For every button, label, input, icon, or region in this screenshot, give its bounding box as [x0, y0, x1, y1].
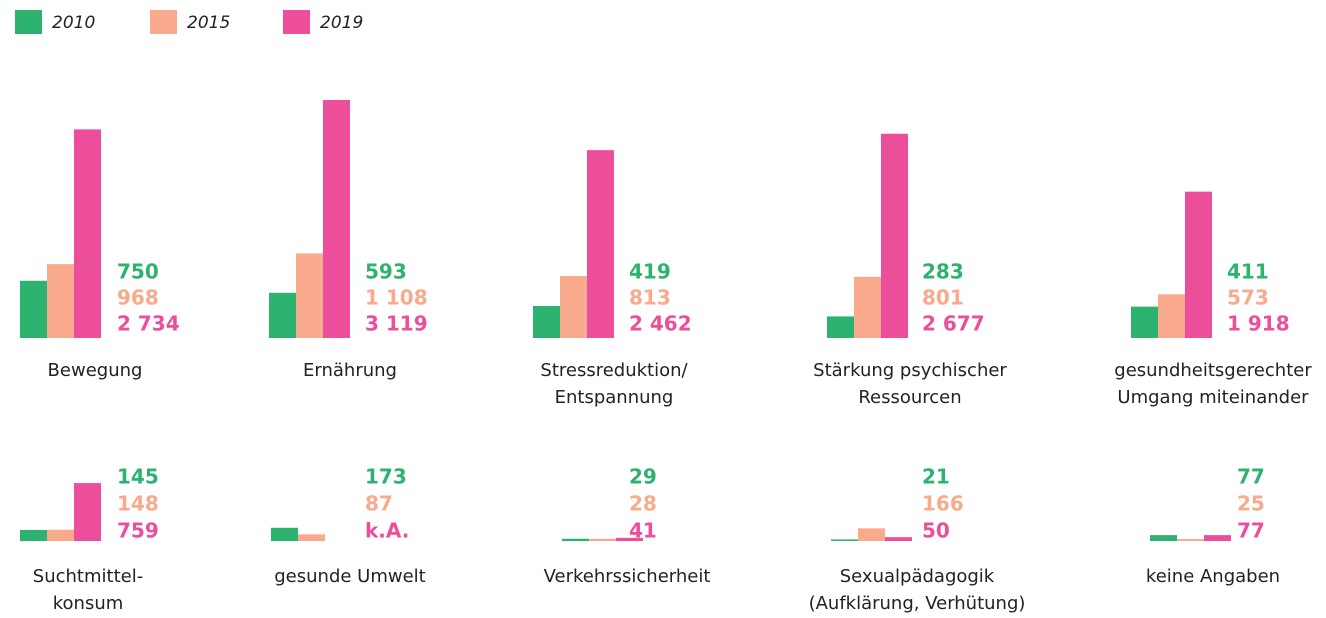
bar: [296, 253, 323, 338]
value-label: 750: [117, 260, 159, 284]
value-label: 166: [922, 492, 964, 516]
value-label: 283: [922, 260, 964, 284]
category-label: Ernährung: [303, 360, 397, 381]
bar: [74, 129, 101, 338]
value-label: 2 462: [629, 312, 692, 336]
value-label: 2 734: [117, 312, 180, 336]
category-label: gesunde Umwelt: [274, 566, 426, 587]
value-label: 419: [629, 260, 671, 284]
value-label: k.A.: [365, 519, 409, 543]
value-label: 573: [1227, 286, 1269, 310]
legend-label: 2015: [187, 13, 230, 33]
legend-swatch: [150, 10, 177, 34]
bar: [1177, 539, 1204, 541]
bar: [323, 100, 350, 339]
value-label: 50: [922, 519, 950, 543]
legend-swatch: [15, 10, 42, 34]
value-label: 173: [365, 465, 407, 489]
value-label: 801: [922, 286, 964, 310]
value-label: 87: [365, 492, 393, 516]
bar: [298, 534, 325, 541]
value-label: 21: [922, 465, 950, 489]
bar: [47, 529, 74, 541]
bar: [616, 537, 643, 541]
value-label: 1 108: [365, 286, 428, 310]
value-label: 28: [629, 492, 657, 516]
value-label: 29: [629, 465, 657, 489]
value-label: 813: [629, 286, 671, 310]
category-label: Bewegung: [47, 360, 143, 381]
bar: [858, 528, 885, 541]
bar: [589, 538, 616, 541]
value-label: 968: [117, 286, 159, 310]
legend-label: 2019: [320, 13, 363, 33]
bar: [20, 529, 47, 541]
bar: [1150, 535, 1177, 541]
bar: [20, 280, 47, 338]
bar: [881, 133, 908, 338]
value-label: 1 918: [1227, 312, 1290, 336]
bar: [562, 538, 589, 541]
category-label: Suchtmittel- konsum: [32, 566, 144, 614]
value-label: 411: [1227, 260, 1269, 284]
legend-swatch: [283, 10, 310, 34]
bar: [560, 275, 587, 338]
bar: [1185, 191, 1212, 338]
legend-label: 2010: [52, 13, 95, 33]
category-label: Verkehrssicherheit: [543, 566, 711, 587]
value-label: 759: [117, 519, 159, 543]
category-label: Sexualpädagogik (Aufklärung, Verhütung): [808, 566, 1026, 614]
bar: [1131, 306, 1158, 338]
bar: [827, 316, 854, 338]
value-label: 25: [1237, 492, 1265, 516]
bar: [47, 264, 74, 338]
bar: [831, 539, 858, 541]
value-label: 145: [117, 465, 159, 489]
bar: [1204, 535, 1231, 541]
bar: [854, 276, 881, 338]
category-label: gesundheitsgerechter Umgang miteinander: [1114, 360, 1312, 408]
value-label: 77: [1237, 465, 1265, 489]
value-label: 593: [365, 260, 407, 284]
bar: [269, 292, 296, 338]
bar: [587, 150, 614, 338]
value-label: 2 677: [922, 312, 985, 336]
category-label: keine Angaben: [1145, 566, 1281, 587]
bar: [1158, 294, 1185, 338]
bar: [885, 537, 912, 541]
value-label: 3 119: [365, 312, 428, 336]
bar: [74, 483, 101, 541]
bar: [533, 306, 560, 338]
bar: [271, 527, 298, 541]
category-label: Stressreduktion/ Entspannung: [540, 360, 688, 408]
value-label: 41: [629, 519, 657, 543]
value-label: 148: [117, 492, 159, 516]
value-label: 77: [1237, 519, 1265, 543]
category-label: Stärkung psychischer Ressourcen: [813, 360, 1007, 408]
